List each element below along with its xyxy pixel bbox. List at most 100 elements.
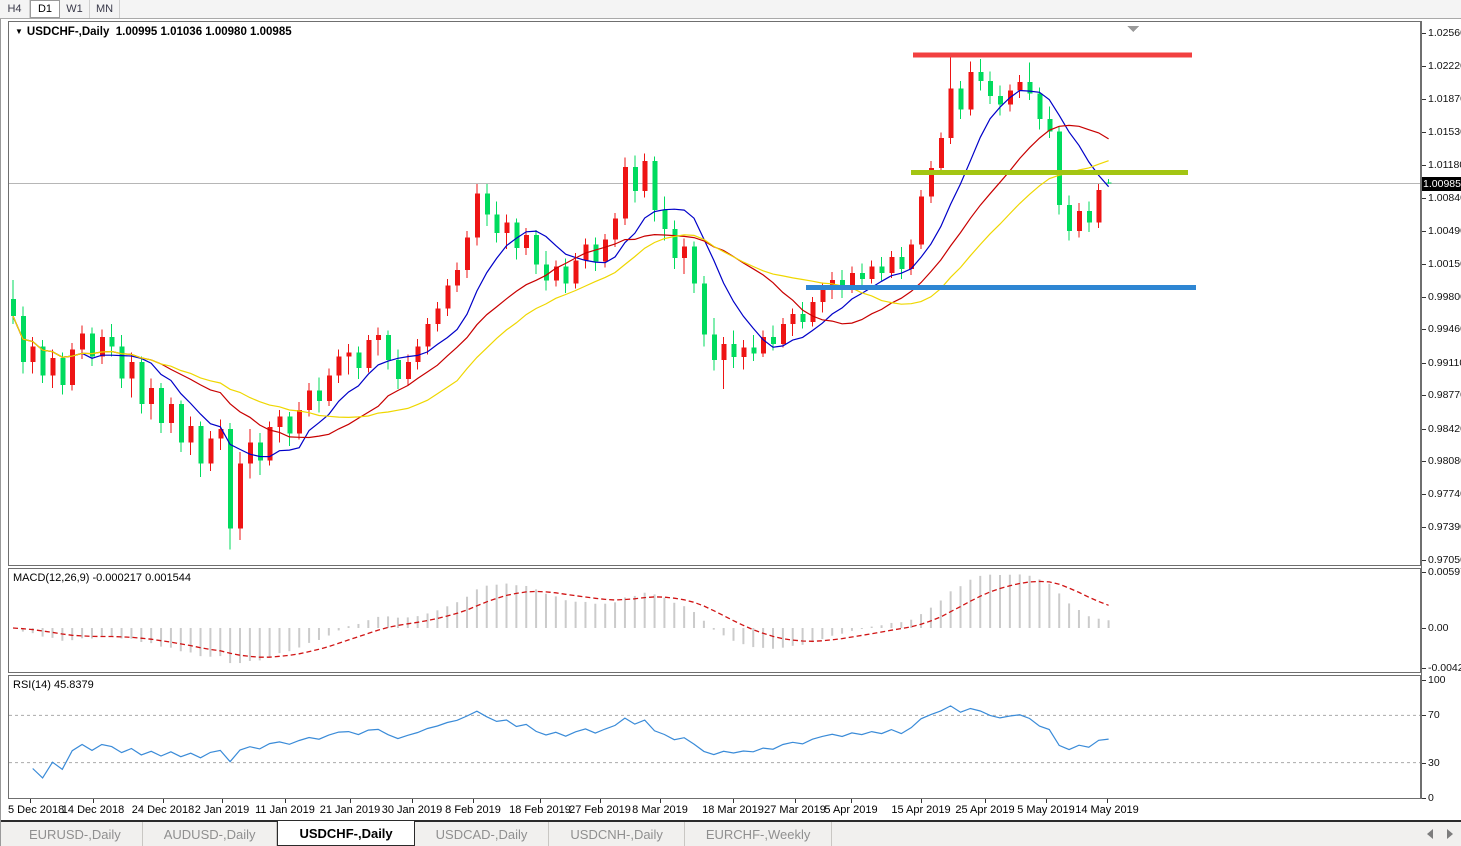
price-axis-label: 1.00490: [1428, 225, 1461, 237]
price-axis-label-tick: [1422, 429, 1426, 430]
rsi-line: [32, 705, 1109, 779]
macd-axis-label: 0.00597: [1428, 566, 1461, 578]
date-tick: [473, 799, 474, 803]
price-axis-label-tick: [1422, 329, 1426, 330]
price-axis-label: 1.01870: [1428, 93, 1461, 105]
ma-slow-line: [12, 160, 1109, 419]
price-chart-canvas[interactable]: [9, 22, 1420, 565]
tab-usdcad-daily[interactable]: USDCAD-,Daily: [415, 822, 550, 846]
date-tick: [795, 799, 796, 803]
price-axis-label-tick: [1422, 66, 1426, 67]
date-label: 21 Jan 2019: [319, 804, 381, 816]
date-label: 5 Dec 2018: [8, 804, 65, 816]
rsi-axis-label-tick: [1422, 798, 1426, 799]
tab-scroll-right-icon[interactable]: [1447, 829, 1453, 839]
date-label: 15 Apr 2019: [891, 804, 951, 816]
rsi-panel[interactable]: RSI(14) 45.8379: [8, 675, 1421, 799]
tab-usdchf-daily[interactable]: USDCHF-,Daily: [277, 821, 415, 846]
price-axis-label: 1.02220: [1428, 60, 1461, 72]
date-label: 24 Dec 2018: [131, 804, 195, 816]
date-label: 18 Mar 2019: [702, 804, 764, 816]
tab-scroll-left-icon[interactable]: [1427, 829, 1433, 839]
chart-shift-icon[interactable]: [1127, 26, 1139, 32]
ma-mid-line: [12, 124, 1109, 439]
date-label: 14 May 2019: [1075, 804, 1139, 816]
date-tick: [412, 799, 413, 803]
macd-canvas[interactable]: [9, 569, 1420, 672]
ma-fast-line: [12, 89, 1110, 458]
price-axis-label: 1.01180: [1428, 159, 1461, 171]
macd-axis-label-tick: [1422, 668, 1426, 669]
price-axis-label-tick: [1422, 264, 1426, 265]
date-tick: [851, 799, 852, 803]
timeframe-button-w1[interactable]: W1: [60, 0, 90, 18]
price-axis-label-tick: [1422, 132, 1426, 133]
price-axis-label-tick: [1422, 99, 1426, 100]
tab-eurusd-daily[interactable]: EURUSD-,Daily: [8, 822, 143, 846]
current-price-tag: 1.00985: [1422, 177, 1461, 191]
price-chart-panel[interactable]: ▼ USDCHF-,Daily 1.00995 1.01036 1.00980 1…: [8, 21, 1421, 566]
date-label: 8 Mar 2019: [632, 804, 688, 816]
resistance-line[interactable]: [913, 52, 1192, 58]
price-axis-label-tick: [1422, 395, 1426, 396]
price-axis-label-tick: [1422, 231, 1426, 232]
macd-axis-label-tick: [1422, 572, 1426, 573]
tab-eurchf-weekly[interactable]: EURCHF-,Weekly: [685, 822, 833, 846]
date-label: 27 Mar 2019: [764, 804, 826, 816]
window-edge: [0, 19, 1, 846]
mid-support-line[interactable]: [911, 170, 1188, 176]
date-tick: [1107, 799, 1108, 803]
date-tick: [985, 799, 986, 803]
collapse-arrow-icon[interactable]: ▼: [15, 27, 23, 36]
lower-support-line[interactable]: [806, 284, 1196, 290]
timeframe-toolbar: H4 D1 W1 MN: [0, 0, 1461, 19]
tab-scroll-arrows: [1427, 822, 1453, 846]
date-label: 5 Apr 2019: [824, 804, 878, 816]
macd-histogram: [21, 574, 1110, 664]
rsi-axis-label: 0: [1428, 792, 1434, 804]
rsi-axis-label-tick: [1422, 680, 1426, 681]
price-axis-label-tick: [1422, 165, 1426, 166]
candlestick-series[interactable]: [11, 55, 1112, 550]
price-axis-label-tick: [1422, 198, 1426, 199]
date-label: 27 Feb 2019: [569, 804, 631, 816]
price-axis-label-tick: [1422, 461, 1426, 462]
price-axis-label-tick: [1422, 297, 1426, 298]
date-label: 30 Jan 2019: [381, 804, 443, 816]
price-axis-label-tick: [1422, 560, 1426, 561]
tab-usdcnh-daily[interactable]: USDCNH-,Daily: [549, 822, 685, 846]
macd-signal-line: [12, 580, 1109, 658]
date-label: 8 Feb 2019: [445, 804, 501, 816]
date-label: 5 May 2019: [1017, 804, 1075, 816]
date-tick: [163, 799, 164, 803]
rsi-axis-label: 30: [1428, 757, 1440, 769]
date-label: 14 Dec 2018: [61, 804, 125, 816]
price-axis-label-tick: [1422, 363, 1426, 364]
timeframe-button-d1[interactable]: D1: [30, 0, 60, 18]
tab-audusd-daily[interactable]: AUDUSD-,Daily: [143, 822, 278, 846]
chart-title-symbol: USDCHF-,Daily: [26, 26, 110, 38]
date-tick: [921, 799, 922, 803]
price-axis-label-tick: [1422, 527, 1426, 528]
date-tick: [285, 799, 286, 803]
rsi-axis-label: 100: [1428, 674, 1446, 686]
macd-label: MACD(12,26,9) -0.000217 0.001544: [13, 572, 191, 584]
macd-panel[interactable]: MACD(12,26,9) -0.000217 0.001544: [8, 568, 1421, 673]
date-tick: [540, 799, 541, 803]
price-axis: 1.02560 1.02220 1.01870 1.01530 1.01180 1.008…: [1421, 21, 1461, 804]
timeframe-button-mn[interactable]: MN: [90, 0, 121, 18]
date-tick: [660, 799, 661, 803]
rsi-canvas[interactable]: [9, 676, 1420, 798]
timeframe-button-h4[interactable]: H4: [0, 0, 30, 18]
symbol-tab-bar: EURUSD-,Daily AUDUSD-,Daily USDCHF-,Daily U…: [0, 820, 1461, 846]
rsi-axis-label-tick: [1422, 715, 1426, 716]
